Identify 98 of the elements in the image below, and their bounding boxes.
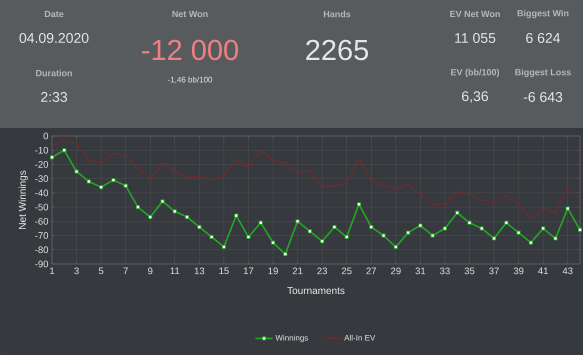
x-tick-label: 15 — [219, 268, 229, 274]
point — [172, 209, 177, 214]
point — [197, 225, 202, 230]
y-tick-label: 0 — [44, 132, 48, 140]
point — [283, 252, 288, 256]
text: Hands — [324, 10, 350, 18]
point — [222, 244, 226, 249]
x-tick-label: 19 — [268, 268, 278, 274]
y-axis-title: Net Winnings — [18, 170, 28, 229]
point — [74, 170, 79, 174]
y-tick-label: -50 — [35, 204, 48, 210]
legend-label: All-In EV — [344, 334, 376, 341]
point — [566, 206, 570, 211]
point — [467, 220, 472, 225]
point — [480, 226, 484, 230]
text: Net Won — [172, 10, 208, 18]
point — [136, 205, 140, 210]
point — [356, 202, 361, 206]
text: Duration — [36, 70, 72, 76]
point — [541, 226, 546, 230]
text: Biggest Loss — [515, 68, 571, 78]
point — [553, 236, 558, 240]
y-tick-label: -80 — [35, 246, 48, 254]
point — [455, 210, 460, 215]
x-tick-label: 25 — [342, 268, 352, 274]
point — [50, 155, 54, 160]
x-tick-label: 9 — [148, 268, 152, 274]
point — [185, 215, 190, 220]
point — [86, 180, 91, 184]
y-tick-label: -10 — [35, 146, 48, 154]
point — [418, 224, 422, 228]
point — [504, 220, 508, 225]
point — [528, 240, 533, 245]
point — [382, 234, 386, 238]
point — [344, 234, 349, 239]
x-tick-label: 27 — [366, 268, 376, 274]
point — [160, 199, 165, 204]
x-tick-label: 29 — [391, 268, 401, 274]
point — [492, 236, 496, 240]
text: 11 055 — [455, 33, 496, 43]
point — [578, 228, 582, 232]
y-tick-label: -60 — [35, 218, 48, 225]
point — [442, 226, 447, 230]
legend-label: Winnings — [275, 334, 308, 342]
text: EV Net Won — [450, 10, 500, 18]
text: Date — [44, 10, 64, 18]
x-tick-label: 37 — [489, 268, 499, 274]
x-tick-label: 21 — [292, 268, 302, 274]
point — [258, 220, 263, 225]
point — [124, 184, 128, 188]
point — [332, 225, 336, 230]
x-tick-label: 11 — [170, 268, 180, 274]
x-axis-title: Tournaments — [287, 287, 345, 294]
point — [62, 148, 66, 152]
x-tick-label: 33 — [440, 268, 450, 274]
y-tick-label: -20 — [35, 161, 48, 168]
y-tick-label: -30 — [35, 175, 48, 182]
point — [111, 178, 116, 182]
point — [320, 239, 324, 244]
x-tick-label: 43 — [562, 268, 573, 274]
point — [430, 234, 435, 238]
point — [210, 234, 214, 239]
x-tick-label: 13 — [194, 268, 204, 274]
text: Biggest Win — [518, 10, 568, 18]
point — [296, 219, 300, 224]
text: 2:33 — [41, 92, 68, 102]
x-tick-label: 3 — [74, 268, 79, 274]
x-tick-label: 35 — [464, 268, 474, 274]
x-tick-label: 31 — [415, 268, 426, 274]
text: 6,36 — [462, 91, 488, 103]
point — [308, 229, 312, 234]
x-tick-label: 23 — [317, 268, 328, 274]
x-tick-label: 5 — [98, 268, 104, 274]
line-series — [52, 138, 580, 219]
point — [99, 185, 104, 190]
point — [516, 230, 521, 235]
text: 6 624 — [526, 33, 560, 43]
text: -6 643 — [524, 92, 562, 102]
x-tick-label: 17 — [244, 268, 254, 274]
text: -1,46 bb/100 — [168, 76, 212, 84]
y-tick-label: -90 — [35, 260, 48, 268]
point — [148, 215, 152, 220]
x-tick-label: 7 — [124, 268, 128, 274]
x-tick-label: 1 — [50, 268, 54, 274]
point — [271, 240, 276, 245]
point — [234, 214, 238, 218]
text: 04.09.2020 — [20, 33, 88, 43]
y-tick-label: -40 — [35, 190, 48, 196]
x-tick-label: 41 — [538, 268, 548, 274]
point — [369, 225, 374, 230]
text: -12 000 — [142, 40, 238, 60]
x-tick-label: 39 — [514, 268, 524, 274]
y-tick-label: -70 — [35, 232, 48, 239]
point — [406, 230, 410, 235]
text: 2265 — [306, 40, 368, 60]
text: EV (bb/100) — [451, 68, 500, 78]
point — [246, 234, 250, 239]
point — [394, 244, 398, 249]
